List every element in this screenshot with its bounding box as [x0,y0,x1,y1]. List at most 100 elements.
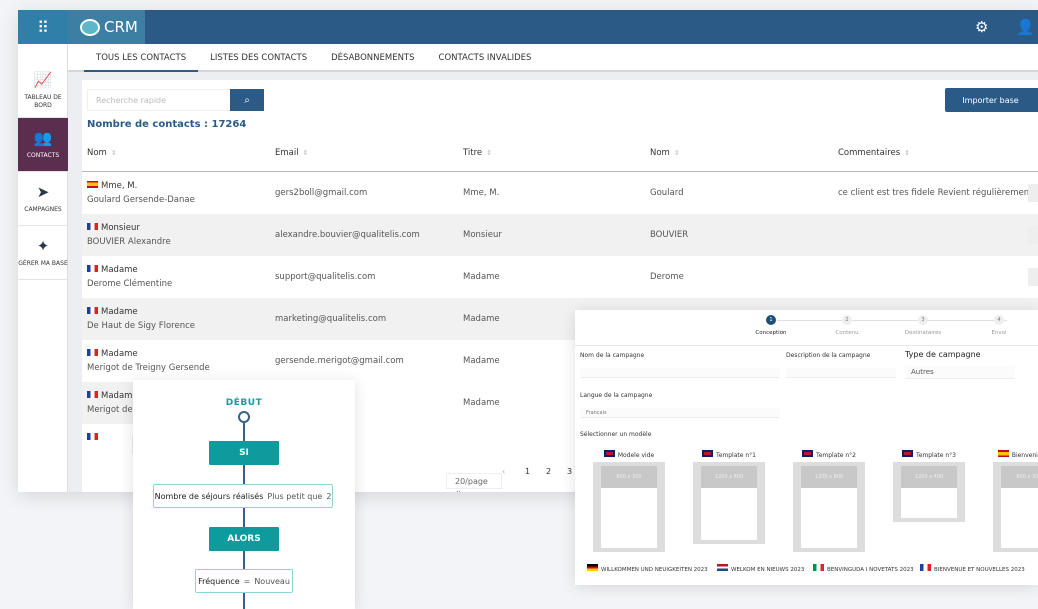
template-thumbnail[interactable]: 1200 x 800 [793,462,865,552]
secondary-button[interactable] [1028,88,1038,112]
column-header-nom[interactable]: Nom ⇕ [87,148,117,158]
paper-plane-icon: ➤ [36,183,50,202]
campaign-type-select[interactable]: Autres [905,366,1015,379]
campaign-name-label: Nom de la campagne [580,352,645,359]
table-row[interactable]: Monsieur BOUVIER Alexandre alexandre.bou… [82,214,1038,256]
contact-name: Merigot de [87,405,133,415]
per-page-select[interactable]: 20/page ⌄ [446,473,502,492]
tab-contact-lists[interactable]: LISTES DES CONTACTS [210,53,308,63]
page-3-button[interactable]: 3 [567,467,573,476]
condition-block[interactable]: Nombre de séjours réalisés Plus petit que… [153,484,333,508]
campaign-description-input[interactable] [786,368,896,378]
template-thumbnail[interactable]: 1200 x 400 [893,462,965,522]
template-thumbnail[interactable]: 600 x 300 [993,462,1038,552]
sidebar: 📈 TABLEAU DE BORD 👥 CONTACTS ➤ CAMPAGNES ✦ G… [18,44,68,492]
search-input[interactable]: Recherche rapide [87,89,231,111]
image-placeholder: 1200 x 800 [701,466,757,488]
step-envoi[interactable]: 4 Envoi [969,315,1029,336]
top-header: ⠿ CRM ⚙ 👤 [18,10,1038,44]
action-block[interactable]: Fréquence = Nouveau [195,569,293,593]
flag-uk-icon [802,450,814,457]
template-card[interactable]: WELKOM EN NIEUWS 2023 [717,564,804,573]
user-icon[interactable]: 👤 [1016,18,1035,36]
column-header-nom-2[interactable]: Nom ⇕ [650,148,680,158]
contact-title [87,433,101,443]
template-card[interactable]: BIENVENUE ET NOUVELLES 2023 [920,564,1025,573]
template-card[interactable]: Bienvenida y no 600 x 300 [989,450,1038,552]
chart-line-icon: 📈 [33,71,53,90]
contact-titre: Madame [463,356,500,366]
if-block[interactable]: SI [209,441,279,465]
sidebar-item-campaigns[interactable]: ➤ CAMPAGNES [18,172,68,226]
contact-email: support@qualitelis.com [275,272,376,282]
sort-icon[interactable]: ⇕ [110,149,117,157]
sidebar-item-manage-base[interactable]: ✦ GÉRER MA BASE [18,226,68,280]
flag-fr-icon [920,564,931,571]
step-number: 3 [918,315,928,325]
contact-name: Goulard Gersende-Danae [87,195,195,205]
flag-es-icon [997,450,1009,457]
page-2-button[interactable]: 2 [546,467,552,476]
image-placeholder: 1200 x 400 [901,466,957,488]
column-header-email[interactable]: Email ⇕ [275,148,309,158]
then-block[interactable]: ALORS [209,527,279,551]
contact-email: gersende.merigot@gmail.com [275,356,404,366]
contact-email: gers2boll@gmail.com [275,188,368,198]
step-label: Envoi [991,330,1007,336]
import-base-button[interactable]: Importer base [945,88,1036,112]
chat-bubble-icon [80,18,100,36]
contact-nom: BOUVIER [650,230,689,240]
row-action-button[interactable] [1028,268,1038,286]
search-button[interactable]: ⌕ [230,89,264,111]
automation-flow-panel: DÉBUT SI Nombre de séjours réalisés Plus … [133,380,355,609]
page-1-button[interactable]: 1 [525,467,531,476]
sidebar-item-dashboard[interactable]: 📈 TABLEAU DE BORD [18,64,68,118]
template-card[interactable]: Template n°1 1200 x 800 [689,450,769,544]
header-divider [82,171,1038,172]
campaign-language-select[interactable]: Francais [580,408,780,418]
search-icon: ⌕ [244,94,250,106]
apps-grid-icon[interactable]: ⠿ [18,10,68,44]
campaign-language-label: Langue de la campagne [580,392,653,399]
row-action-button[interactable] [1028,184,1038,202]
sidebar-item-label: CONTACTS [26,151,60,159]
sidebar-item-contacts[interactable]: 👥 CONTACTS [18,118,68,172]
step-number: 1 [766,315,776,325]
template-card[interactable]: Template n°3 1200 x 400 [889,450,969,522]
row-action-button[interactable] [1028,226,1038,244]
prev-page-button[interactable]: ‹ [502,467,506,476]
step-label: Destinataires [904,330,942,336]
column-header-comments[interactable]: Commentaires ⇕ [838,148,911,158]
tab-unsubscribes[interactable]: DÉSABONNEMENTS [331,53,415,63]
step-destinataires[interactable]: 3 Destinataires [893,315,953,336]
template-thumbnail[interactable]: 1200 x 800 [693,462,765,544]
column-header-titre[interactable]: Titre ⇕ [463,148,493,158]
flow-start-label: DÉBUT [225,398,263,408]
logo-text: CRM [104,18,138,36]
sidebar-item-label: CAMPAGNES [24,205,62,213]
sort-icon[interactable]: ⇕ [486,149,493,157]
select-template-label: Sélectionner un modèle [580,431,652,438]
template-card[interactable]: BENVINGUDA I NOVETATS 2023 [813,564,914,573]
sort-icon[interactable]: ⇕ [904,149,911,157]
table-row[interactable]: Madame Derome Clémentine support@qualite… [82,256,1038,298]
contact-titre: Monsieur [463,230,502,240]
step-conception[interactable]: 1 Conception [741,315,801,336]
crm-logo[interactable]: CRM [68,10,145,44]
tab-all-contacts[interactable]: TOUS LES CONTACTS [84,44,199,72]
settings-gear-icon[interactable]: ⚙ [975,18,989,36]
template-thumbnail[interactable]: 600 x 300 [593,462,665,552]
step-contenu[interactable]: 2 Contenu [817,315,877,336]
tab-invalid-contacts[interactable]: CONTACTS INVALIDES [438,53,532,63]
table-row[interactable]: Mme, M. Goulard Gersende-Danae gers2boll… [82,172,1038,214]
template-card[interactable]: Modele vide 600 x 300 [589,450,669,552]
campaign-name-input[interactable] [580,368,780,378]
sort-icon[interactable]: ⇕ [302,149,309,157]
contact-name: Merigot de Treigny Gersende [87,363,210,373]
sort-icon[interactable]: ⇕ [673,149,680,157]
contact-count: Nombre de contacts : 17264 [87,119,247,130]
image-placeholder: 600 x 300 [1001,466,1038,488]
template-card[interactable]: Template n°2 1200 x 800 [789,450,869,552]
contact-title: Madame [87,349,138,359]
template-card[interactable]: WILLKOMMEN UND NEUIGKEITEN 2023 [587,564,708,573]
